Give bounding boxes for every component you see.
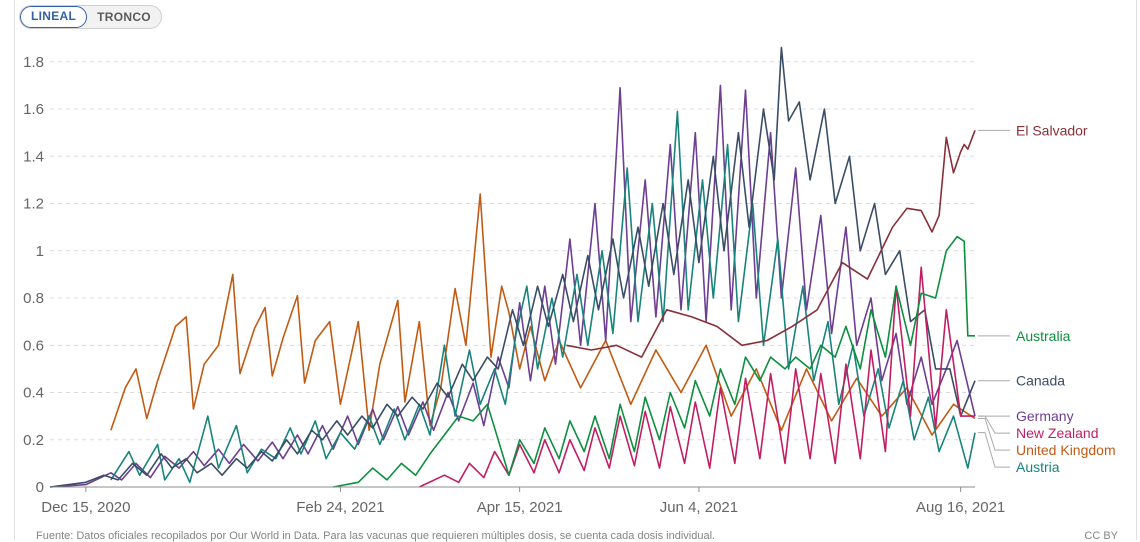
log-scale-button[interactable]: TRONCO xyxy=(97,10,151,24)
scale-toggle: LINEAL TRONCO xyxy=(19,5,162,29)
x-tick-label: Dec 15, 2020 xyxy=(41,499,130,516)
series-lines xyxy=(49,46,976,488)
legend-connector-united-kingdom xyxy=(978,417,1010,451)
series-line-austria[interactable] xyxy=(110,110,976,484)
x-tick-label: Aug 16, 2021 xyxy=(916,499,1005,516)
legend-label-el-salvador[interactable]: El Salvador xyxy=(1016,122,1088,138)
legend-label-united-kingdom[interactable]: United Kingdom xyxy=(1016,442,1116,458)
y-tick-label: 1.8 xyxy=(23,54,44,71)
series-line-australia[interactable] xyxy=(333,235,975,488)
y-tick-label: 0.4 xyxy=(23,385,44,402)
x-tick-label: Feb 24, 2021 xyxy=(296,499,384,516)
y-tick-label: 1.2 xyxy=(23,196,44,213)
series-line-germany[interactable] xyxy=(49,84,976,488)
source-note: Fuente: Datos oficiales recopilados por … xyxy=(36,530,716,542)
series-line-new-zealand[interactable] xyxy=(418,266,975,488)
y-tick-label: 0.8 xyxy=(23,290,44,307)
y-tick-label: 1.6 xyxy=(23,101,44,118)
linear-scale-button[interactable]: LINEAL xyxy=(20,6,88,28)
y-tick-label: 1.4 xyxy=(23,148,44,165)
y-tick-label: 0 xyxy=(36,479,44,496)
y-tick-label: 0.6 xyxy=(23,337,44,354)
y-tick-label: 0.2 xyxy=(23,432,44,449)
series-line-canada[interactable] xyxy=(49,46,976,488)
y-tick-label: 1 xyxy=(36,243,44,260)
legend-connector-new-zealand xyxy=(978,415,1010,434)
legend-label-austria[interactable]: Austria xyxy=(1016,459,1060,475)
frame-left-border xyxy=(14,0,15,540)
legend-label-new-zealand[interactable]: New Zealand xyxy=(1016,425,1099,441)
series-line-el-salvador[interactable] xyxy=(566,130,976,358)
legend-label-canada[interactable]: Canada xyxy=(1016,373,1065,389)
x-tick-label: Jun 4, 2021 xyxy=(660,499,738,516)
legend-connector-austria xyxy=(978,432,1010,468)
frame-right-border xyxy=(1136,0,1137,540)
x-tick-label: Apr 15, 2021 xyxy=(477,499,563,516)
series-line-united-kingdom[interactable] xyxy=(110,193,976,436)
axes: 0 0.2 0.4 0.6 0.8 1 1.2 1.4 1.6 1.8 Dec 15, 2020 Fe… xyxy=(23,54,1005,516)
legend-label-australia[interactable]: Australia xyxy=(1016,328,1071,344)
license-link[interactable]: CC BY xyxy=(1084,530,1118,542)
legend-label-germany[interactable]: Germany xyxy=(1016,408,1074,424)
